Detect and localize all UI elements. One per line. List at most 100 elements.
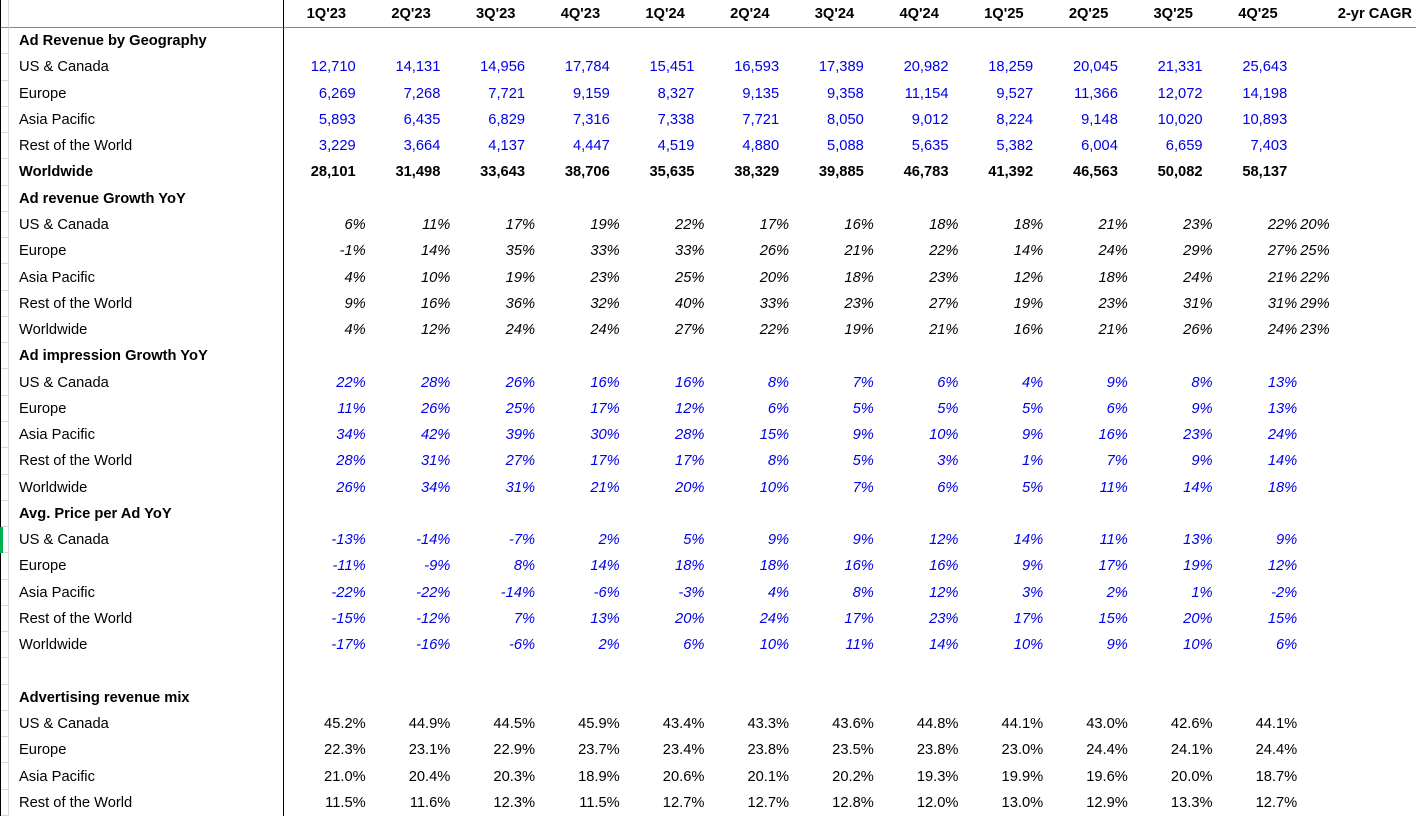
value-cell: 42.6% [1170, 716, 1213, 733]
value-cell: 11.5% [579, 794, 620, 811]
value-cell: 6,004 [1081, 138, 1118, 155]
value-cell: 9% [767, 532, 790, 549]
value-cell: 5% [1021, 479, 1044, 496]
empty-cell [538, 186, 623, 212]
column-header: 4Q'24 [876, 0, 962, 28]
empty-cell [1216, 28, 1301, 54]
value-cell: 21% [590, 479, 620, 496]
value-cell: 2% [598, 637, 620, 654]
value-cell: 11% [1099, 479, 1128, 496]
value-cell: 17% [505, 216, 536, 233]
empty-cell [623, 343, 708, 369]
value-cell: 10% [420, 269, 451, 286]
value-cell: -15% [331, 610, 366, 627]
empty-cell [877, 28, 962, 54]
column-header: 3Q'25 [1130, 0, 1216, 28]
empty-cell [707, 186, 792, 212]
section-title: Avg. Price per Ad YoY [9, 500, 284, 528]
value-cell: 9,135 [742, 85, 780, 102]
gridline-margin-cell [1, 316, 9, 344]
empty-cell [1046, 186, 1131, 212]
empty-cell [1046, 28, 1131, 54]
empty-cell [707, 501, 792, 527]
empty-cell [792, 501, 877, 527]
value-cell: 19% [505, 269, 536, 286]
value-cell: 18,259 [988, 59, 1034, 76]
row-label: Asia Pacific [9, 579, 284, 606]
value-cell: 13% [1183, 532, 1213, 549]
value-cell: 11.5% [325, 794, 366, 811]
gridline-margin-cell [1, 80, 9, 107]
value-cell: 26% [505, 374, 536, 391]
section-title: Ad revenue Growth YoY [9, 185, 284, 212]
value-cell: 9,012 [911, 111, 949, 128]
gridline-margin-cell [1, 28, 9, 55]
empty-cell [1216, 343, 1301, 369]
value-cell: 23% [929, 610, 959, 627]
value-cell: 9,358 [827, 85, 864, 102]
value-cell: 14% [1183, 479, 1213, 496]
value-cell: 9% [1191, 400, 1213, 417]
value-cell: -17% [331, 637, 366, 654]
value-cell: 17% [675, 453, 705, 470]
spacer-cell [623, 658, 708, 684]
value-cell: 44.1% [1001, 716, 1044, 733]
value-cell: -2% [1271, 584, 1298, 601]
value-cell: 9% [344, 295, 366, 312]
value-cell: 20% [675, 479, 705, 496]
row-label: Europe [9, 395, 284, 422]
value-cell: 7% [852, 374, 874, 391]
value-cell: 41,392 [988, 164, 1034, 181]
cagr-cell [1300, 632, 1416, 658]
value-cell: 9% [1106, 637, 1128, 654]
value-cell: 13% [1267, 374, 1298, 391]
column-header: 2Q'23 [368, 0, 454, 28]
value-cell: 27% [929, 295, 959, 312]
empty-cell [284, 28, 369, 54]
cagr-cell [1300, 763, 1416, 789]
gridline-margin-cell [1, 54, 9, 81]
column-header: 1Q'24 [622, 0, 708, 28]
value-cell: 8,224 [996, 111, 1034, 128]
value-cell: 29% [1183, 243, 1213, 260]
column-header: 2Q'24 [707, 0, 793, 28]
spacer-cell [453, 658, 538, 684]
value-cell: 24.1% [1170, 742, 1213, 759]
value-cell: 16% [929, 558, 959, 575]
value-cell: 15% [1267, 610, 1298, 627]
value-cell: 22% [759, 322, 790, 339]
value-cell: 9% [1021, 558, 1044, 575]
column-header: 1Q'23 [284, 0, 369, 28]
value-cell: 13.0% [1001, 794, 1044, 811]
empty-cell [369, 685, 454, 711]
value-cell: 19% [590, 216, 620, 233]
empty-cell [1300, 28, 1416, 54]
value-cell: 7,721 [742, 111, 780, 128]
cagr-cell [1300, 81, 1416, 107]
empty-cell [962, 28, 1047, 54]
value-cell: -13% [331, 532, 366, 549]
value-cell: 22.3% [324, 742, 366, 759]
gridline-margin-cell [1, 737, 9, 764]
value-cell: 1% [1021, 453, 1044, 470]
value-cell: 27% [1267, 243, 1298, 260]
value-cell: -22% [331, 584, 366, 601]
row-label: Worldwide [9, 316, 284, 344]
value-cell: 43.6% [832, 716, 874, 733]
spacer-cell [1300, 658, 1416, 684]
value-cell: 4,519 [657, 138, 695, 155]
value-cell: 10,020 [1157, 111, 1203, 128]
row-label: Rest of the World [9, 133, 284, 160]
column-header: 1Q'25 [961, 0, 1047, 28]
value-cell: 3,229 [318, 138, 356, 155]
spacer-cell [1046, 658, 1131, 684]
value-cell: 5,088 [827, 138, 864, 155]
spacer-cell [538, 658, 623, 684]
value-cell: 22% [1267, 216, 1298, 233]
empty-cell [1216, 186, 1301, 212]
gridline-margin-cell [1, 605, 9, 633]
value-cell: 4% [767, 584, 790, 601]
row-label: US & Canada [9, 369, 284, 396]
empty-cell [623, 685, 708, 711]
value-cell: 5% [852, 400, 874, 417]
